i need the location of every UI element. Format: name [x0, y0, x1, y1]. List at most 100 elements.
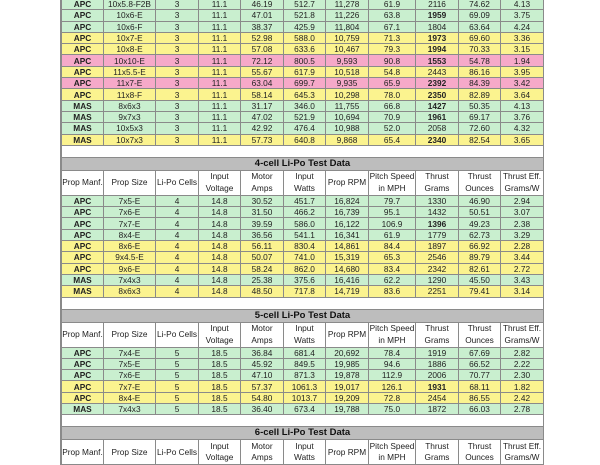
cell[interactable]: 3.36: [500, 31, 544, 45]
cell[interactable]: 7x7-E: [103, 380, 156, 393]
cell[interactable]: 1779: [415, 228, 459, 242]
cell[interactable]: 3: [155, 31, 199, 45]
cell[interactable]: 476.4: [283, 122, 326, 135]
cell[interactable]: 3.65: [500, 133, 544, 146]
cell[interactable]: 10,518: [325, 65, 369, 79]
cell[interactable]: 4.24: [500, 20, 544, 33]
cell[interactable]: 541.1: [283, 228, 326, 242]
cell[interactable]: 38.37: [240, 20, 284, 33]
cell[interactable]: 451.7: [283, 194, 326, 208]
cell[interactable]: 11.1: [198, 88, 241, 101]
cell[interactable]: 16,416: [325, 273, 369, 287]
cell[interactable]: 11,278: [325, 0, 369, 11]
cell[interactable]: APC: [61, 251, 104, 264]
cell[interactable]: 14.8: [198, 206, 241, 219]
cell[interactable]: 11.1: [198, 54, 241, 67]
column-header[interactable]: Input Voltage: [198, 321, 241, 348]
column-header[interactable]: Prop RPM: [325, 169, 369, 196]
cell[interactable]: 4: [155, 228, 199, 242]
cell[interactable]: 1330: [415, 194, 459, 208]
cell[interactable]: 425.9: [283, 20, 326, 33]
column-header[interactable]: Prop Manf.: [61, 321, 104, 348]
cell[interactable]: 2006: [415, 369, 459, 382]
cell[interactable]: 633.6: [283, 43, 326, 56]
cell[interactable]: 521.9: [283, 110, 326, 124]
cell[interactable]: 521.8: [283, 9, 326, 22]
cell[interactable]: 7x4x3: [103, 273, 156, 287]
cell[interactable]: 4.32: [500, 122, 544, 135]
cell[interactable]: 466.2: [283, 206, 326, 219]
cell[interactable]: APC: [61, 357, 104, 371]
cell[interactable]: 82.61: [458, 262, 501, 275]
cell[interactable]: 14,680: [325, 262, 369, 275]
column-header[interactable]: Li-Po Cells: [155, 439, 199, 465]
cell[interactable]: 45.92: [240, 357, 284, 371]
cell[interactable]: 45.50: [458, 273, 501, 287]
cell[interactable]: 9x6-E: [103, 262, 156, 275]
cell[interactable]: 681.4: [283, 346, 326, 359]
cell[interactable]: 62.73: [458, 228, 501, 242]
cell[interactable]: 9,868: [325, 133, 369, 146]
cell[interactable]: 74.62: [458, 0, 501, 11]
cell[interactable]: 11,804: [325, 20, 369, 33]
cell[interactable]: 11.1: [198, 65, 241, 79]
cell[interactable]: 1897: [415, 240, 459, 253]
cell[interactable]: 70.9: [368, 110, 416, 124]
cell[interactable]: 1994: [415, 43, 459, 56]
cell[interactable]: 11,226: [325, 9, 369, 22]
cell[interactable]: 46.90: [458, 194, 501, 208]
cell[interactable]: 54.78: [458, 54, 501, 67]
cell[interactable]: 11.1: [198, 0, 241, 11]
cell[interactable]: 2.78: [500, 403, 544, 416]
cell[interactable]: 3: [155, 122, 199, 135]
cell[interactable]: 67.1: [368, 20, 416, 33]
cell[interactable]: 640.8: [283, 133, 326, 146]
cell[interactable]: 2.38: [500, 217, 544, 230]
cell[interactable]: 126.1: [368, 380, 416, 393]
cell[interactable]: APC: [61, 77, 104, 90]
cell[interactable]: 106.9: [368, 217, 416, 230]
cell[interactable]: 54.80: [240, 391, 284, 405]
cell[interactable]: 3.29: [500, 228, 544, 242]
cell[interactable]: 18.5: [198, 403, 241, 416]
cell[interactable]: 18.5: [198, 369, 241, 382]
column-header[interactable]: Prop Size: [103, 169, 156, 196]
cell[interactable]: 11.1: [198, 99, 241, 112]
cell[interactable]: 82.89: [458, 88, 501, 101]
cell[interactable]: APC: [61, 43, 104, 56]
cell[interactable]: 1.94: [500, 54, 544, 67]
cell[interactable]: 49.23: [458, 217, 501, 230]
cell[interactable]: 673.4: [283, 403, 326, 416]
cell[interactable]: 14,861: [325, 240, 369, 253]
cell[interactable]: 57.37: [240, 380, 284, 393]
cell[interactable]: 3: [155, 54, 199, 67]
cell[interactable]: 3.44: [500, 251, 544, 264]
cell[interactable]: 86.16: [458, 65, 501, 79]
cell[interactable]: 8x6-E: [103, 240, 156, 253]
cell[interactable]: 5: [155, 403, 199, 416]
cell[interactable]: 62.2: [368, 273, 416, 287]
cell[interactable]: 36.84: [240, 346, 284, 359]
cell[interactable]: 72.8: [368, 391, 416, 405]
cell[interactable]: 72.60: [458, 122, 501, 135]
column-header[interactable]: Prop RPM: [325, 439, 369, 465]
cell[interactable]: 5: [155, 346, 199, 359]
column-header[interactable]: Prop Size: [103, 439, 156, 465]
cell[interactable]: 11x8-F: [103, 88, 156, 101]
cell[interactable]: APC: [61, 194, 104, 208]
cell[interactable]: 14.8: [198, 262, 241, 275]
cell[interactable]: 3.15: [500, 43, 544, 56]
column-header[interactable]: Thrust Grams: [415, 169, 459, 196]
column-header[interactable]: Motor Amps: [240, 169, 284, 196]
cell[interactable]: 16,122: [325, 217, 369, 230]
cell[interactable]: 8x4-E: [103, 228, 156, 242]
cell[interactable]: 31.17: [240, 99, 284, 112]
column-header[interactable]: Thrust Eff. Grams/W: [500, 439, 544, 465]
cell[interactable]: 10x7x3: [103, 133, 156, 146]
cell[interactable]: 63.8: [368, 9, 416, 22]
cell[interactable]: 11.1: [198, 110, 241, 124]
cell[interactable]: 10,694: [325, 110, 369, 124]
cell[interactable]: MAS: [61, 285, 104, 298]
cell[interactable]: 19,209: [325, 391, 369, 405]
cell[interactable]: MAS: [61, 99, 104, 112]
